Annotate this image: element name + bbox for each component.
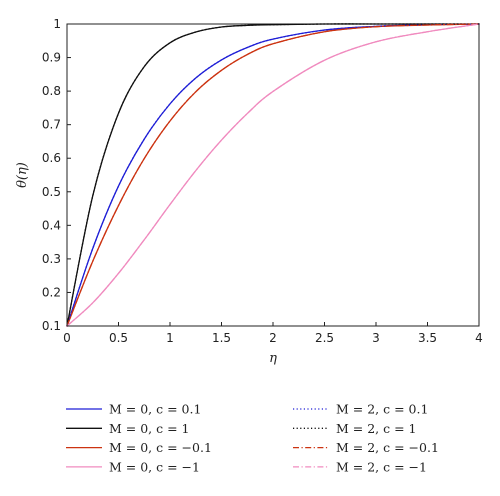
x-tick-label: 4 bbox=[475, 331, 483, 345]
series-line bbox=[66, 23, 480, 327]
series-line bbox=[66, 23, 480, 327]
x-axis-title: η bbox=[269, 351, 277, 366]
x-tick-label: 0.5 bbox=[109, 331, 128, 345]
legend-label: M = 2, c = −1 bbox=[336, 459, 427, 474]
legend-label: M = 0, c = −1 bbox=[109, 459, 200, 474]
legend-label: M = 2, c = 0.1 bbox=[336, 402, 428, 417]
plot-border bbox=[66, 23, 480, 327]
series-line bbox=[66, 23, 480, 327]
series-line bbox=[66, 23, 480, 327]
x-tick-label: 2 bbox=[269, 331, 277, 345]
x-tick-label: 3 bbox=[372, 331, 380, 345]
legend-label: M = 0, c = 0.1 bbox=[109, 402, 201, 417]
x-tick-label: 1.5 bbox=[212, 331, 231, 345]
y-tick-label: 0.5 bbox=[42, 185, 61, 199]
plot-frame bbox=[66, 23, 480, 327]
y-axis-title: θ(η) bbox=[15, 162, 30, 188]
y-tick-label: 0.4 bbox=[42, 218, 61, 232]
y-tick-label: 0.3 bbox=[42, 252, 61, 266]
y-tick-label: 0.2 bbox=[42, 285, 61, 299]
legend: M = 0, c = 0.1 M = 0, c = 1 M = 0, c = −0.… bbox=[66, 402, 439, 474]
series-line bbox=[66, 23, 480, 327]
legend-label: M = 0, c = 1 bbox=[109, 421, 190, 436]
series-line bbox=[66, 23, 480, 327]
series-line bbox=[66, 23, 480, 327]
y-tick-label: 1 bbox=[53, 17, 61, 31]
y-tick-label: 0.7 bbox=[42, 118, 61, 132]
x-tick-label: 2.5 bbox=[315, 331, 334, 345]
x-tick-label: 0 bbox=[63, 331, 71, 345]
y-tick-label: 0.6 bbox=[42, 151, 61, 165]
legend-label: M = 0, c = −0.1 bbox=[109, 440, 212, 455]
x-tick-label: 1 bbox=[166, 331, 174, 345]
y-tick-label: 0.8 bbox=[42, 84, 61, 98]
y-tick-label: 0.9 bbox=[42, 51, 61, 65]
y-tick-label: 0.1 bbox=[42, 319, 61, 333]
x-tick-label: 3.5 bbox=[418, 331, 437, 345]
legend-label: M = 2, c = −0.1 bbox=[336, 440, 439, 455]
legend-label: M = 2, c = 1 bbox=[336, 421, 417, 436]
axis-ticks: 0 0.5 1 1.5 2 2.5 3 3.5 4 0.1 0.2 0.3 0.4 0.5 0.6 0.7 0.… bbox=[42, 17, 483, 345]
series-layer bbox=[66, 23, 480, 327]
series-line bbox=[66, 23, 480, 327]
